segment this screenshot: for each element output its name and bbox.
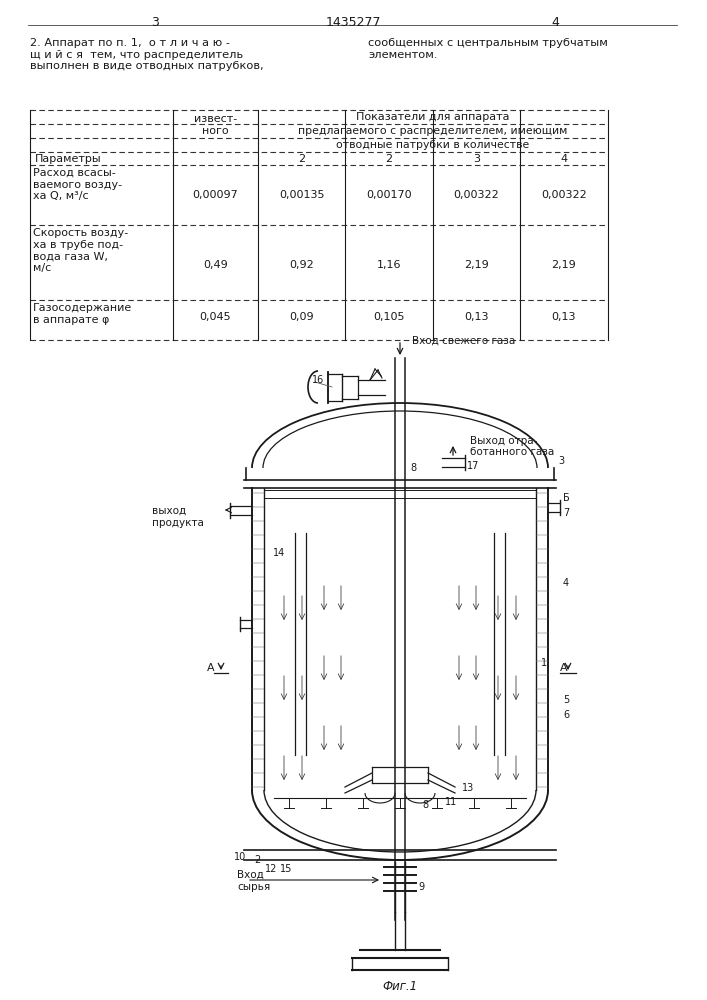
Text: 3: 3 <box>473 154 480 164</box>
Text: извест-
ного: извест- ного <box>194 114 237 136</box>
Text: 0,13: 0,13 <box>464 312 489 322</box>
Text: Б: Б <box>563 493 570 503</box>
Text: Параметры: Параметры <box>35 154 102 164</box>
Text: 2: 2 <box>254 855 260 865</box>
Text: Скорость возду-
ха в трубе под-
вода газа W,
м/с: Скорость возду- ха в трубе под- вода газ… <box>33 228 128 273</box>
Text: 0,00097: 0,00097 <box>192 190 238 200</box>
Text: Расход всасы-
ваемого возду-
ха Q, м³/с: Расход всасы- ваемого возду- ха Q, м³/с <box>33 168 122 201</box>
Text: 12: 12 <box>265 864 277 874</box>
Text: 2: 2 <box>298 154 305 164</box>
Text: 0,49: 0,49 <box>203 260 228 270</box>
Text: 4: 4 <box>551 16 559 29</box>
Text: Фиг.1: Фиг.1 <box>382 980 418 993</box>
Text: отводные патрубки в количестве: отводные патрубки в количестве <box>337 140 530 150</box>
Text: Показатели для аппарата: Показатели для аппарата <box>356 112 510 122</box>
Text: 0,00322: 0,00322 <box>454 190 499 200</box>
Text: 4: 4 <box>563 578 569 588</box>
Text: Вход свежего газа: Вход свежего газа <box>412 336 515 346</box>
Text: 0,13: 0,13 <box>551 312 576 322</box>
Text: А: А <box>560 663 568 673</box>
Text: 11: 11 <box>445 797 457 807</box>
Text: 0,00170: 0,00170 <box>366 190 411 200</box>
Text: Выход отра-: Выход отра- <box>470 436 537 446</box>
Text: сообщенных с центральным трубчатым
элементом.: сообщенных с центральным трубчатым элеме… <box>368 38 608 60</box>
Text: 13: 13 <box>462 783 474 793</box>
Text: 5: 5 <box>563 695 569 705</box>
Text: 2: 2 <box>385 154 392 164</box>
Text: 17: 17 <box>467 461 479 471</box>
Text: 4: 4 <box>561 154 568 164</box>
Text: 0,09: 0,09 <box>289 312 314 322</box>
Text: 15: 15 <box>280 864 293 874</box>
Text: 7: 7 <box>563 508 569 518</box>
Text: 1: 1 <box>541 658 547 668</box>
Text: предлагаемого с распределителем, имеющим: предлагаемого с распределителем, имеющим <box>298 126 568 136</box>
Text: 10: 10 <box>234 852 246 862</box>
Text: ботанного газа: ботанного газа <box>470 447 554 457</box>
Text: 9: 9 <box>418 882 424 892</box>
Text: 2,19: 2,19 <box>551 260 576 270</box>
Text: 0,045: 0,045 <box>199 312 231 322</box>
Text: 2,19: 2,19 <box>464 260 489 270</box>
Text: Газосодержание
в аппарате φ: Газосодержание в аппарате φ <box>33 303 132 325</box>
Text: выход
продукта: выход продукта <box>152 506 204 528</box>
Text: 3: 3 <box>151 16 159 29</box>
Text: 8: 8 <box>422 800 428 810</box>
Text: Вход
сырья: Вход сырья <box>237 870 270 892</box>
Text: 16: 16 <box>312 375 325 385</box>
Text: 0,92: 0,92 <box>289 260 314 270</box>
Text: 0,00135: 0,00135 <box>279 190 325 200</box>
Text: 14: 14 <box>273 548 285 558</box>
Text: 3: 3 <box>558 456 564 466</box>
Text: 8: 8 <box>410 463 416 473</box>
Text: 6: 6 <box>563 710 569 720</box>
Text: 1435277: 1435277 <box>325 16 381 29</box>
Text: А: А <box>207 663 215 673</box>
Text: 0,00322: 0,00322 <box>541 190 587 200</box>
Text: 0,105: 0,105 <box>373 312 404 322</box>
Text: 2. Аппарат по п. 1,  о т л и ч а ю -
щ и й с я  тем, что распределитель
выполнен: 2. Аппарат по п. 1, о т л и ч а ю - щ и … <box>30 38 264 71</box>
Text: 1,16: 1,16 <box>377 260 402 270</box>
